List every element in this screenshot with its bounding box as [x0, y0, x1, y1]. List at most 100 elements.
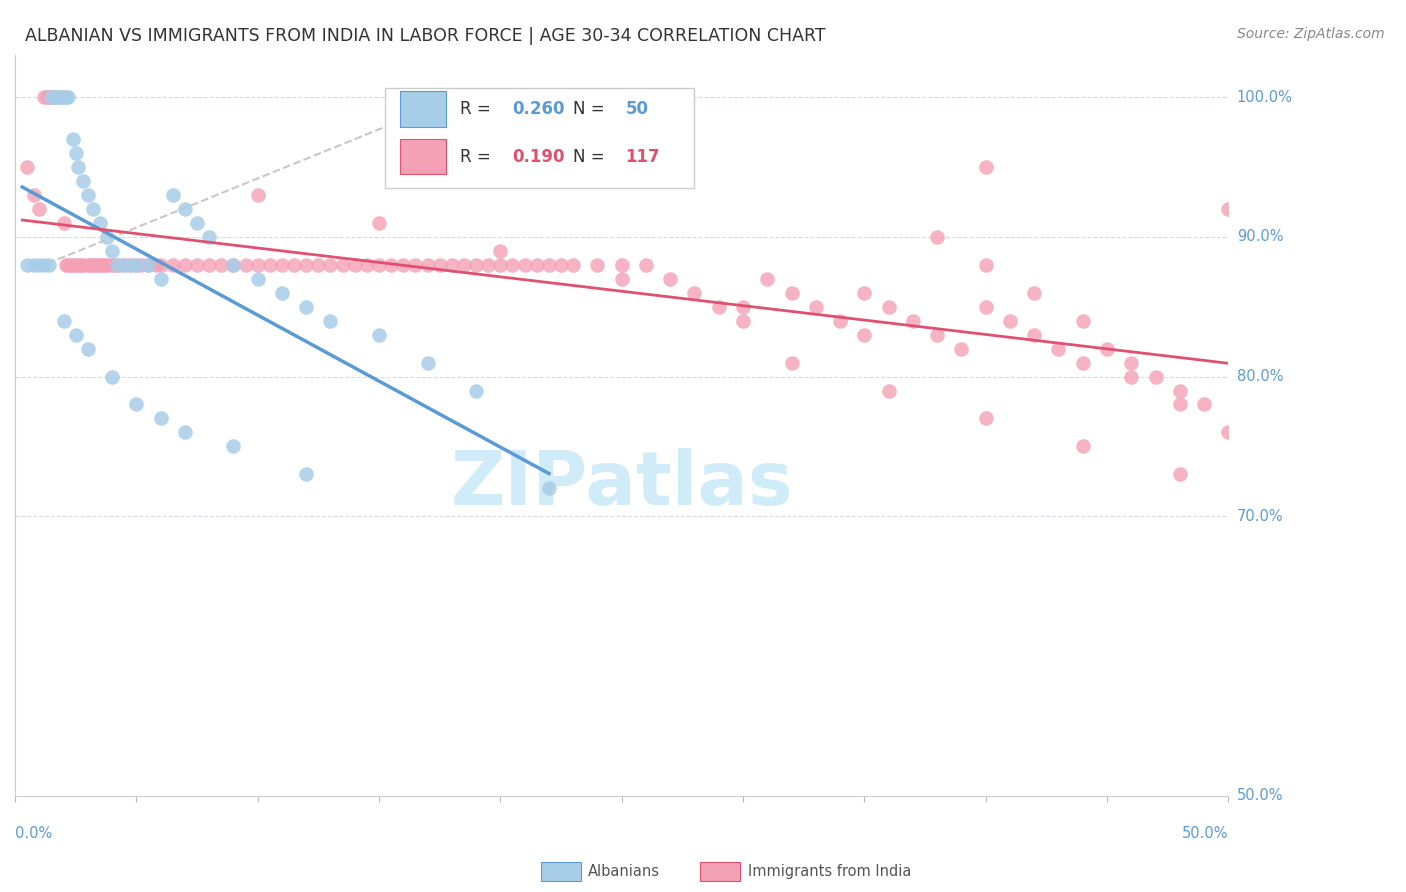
- Text: 90.0%: 90.0%: [1237, 229, 1284, 244]
- Point: [1071, 439, 1094, 453]
- Text: 0.190: 0.190: [512, 147, 565, 166]
- Point: [392, 258, 415, 272]
- Point: [84, 258, 107, 272]
- Point: [41, 90, 63, 104]
- Point: [49, 90, 72, 104]
- Point: [477, 258, 499, 272]
- Point: [489, 244, 512, 258]
- Point: [332, 258, 354, 272]
- Point: [853, 285, 876, 300]
- Point: [465, 258, 488, 272]
- Point: [118, 258, 141, 272]
- Point: [79, 258, 101, 272]
- Point: [1192, 397, 1215, 411]
- Point: [58, 258, 80, 272]
- Point: [368, 327, 391, 342]
- Text: N =: N =: [574, 147, 610, 166]
- Point: [246, 271, 269, 285]
- Point: [72, 174, 94, 188]
- Point: [1024, 285, 1046, 300]
- Point: [974, 160, 997, 174]
- Point: [145, 258, 167, 272]
- Point: [149, 411, 172, 425]
- Point: [173, 202, 195, 216]
- Point: [707, 300, 730, 314]
- Text: 117: 117: [626, 147, 659, 166]
- Point: [129, 258, 152, 272]
- Point: [610, 271, 633, 285]
- Point: [198, 258, 221, 272]
- Point: [780, 355, 803, 369]
- Point: [950, 342, 973, 356]
- Point: [48, 90, 70, 104]
- Point: [731, 313, 754, 327]
- Text: 0.0%: 0.0%: [15, 826, 52, 841]
- FancyBboxPatch shape: [399, 139, 446, 174]
- Point: [974, 300, 997, 314]
- Point: [101, 258, 124, 272]
- Point: [89, 216, 111, 230]
- Point: [173, 425, 195, 440]
- Point: [877, 384, 900, 398]
- Point: [138, 258, 160, 272]
- Point: [295, 300, 318, 314]
- Point: [22, 187, 45, 202]
- Point: [877, 300, 900, 314]
- Point: [1168, 467, 1191, 482]
- Text: 70.0%: 70.0%: [1237, 508, 1284, 524]
- Point: [416, 258, 439, 272]
- Point: [319, 258, 342, 272]
- Text: ALBANIAN VS IMMIGRANTS FROM INDIA IN LABOR FORCE | AGE 30-34 CORRELATION CHART: ALBANIAN VS IMMIGRANTS FROM INDIA IN LAB…: [25, 27, 825, 45]
- Text: N =: N =: [574, 100, 610, 119]
- Point: [96, 258, 118, 272]
- Point: [550, 258, 572, 272]
- Point: [1024, 327, 1046, 342]
- Point: [41, 90, 63, 104]
- Point: [186, 258, 208, 272]
- Point: [108, 258, 131, 272]
- Point: [501, 258, 523, 272]
- Point: [38, 90, 60, 104]
- Point: [62, 132, 84, 146]
- Point: [465, 384, 488, 398]
- Text: Albanians: Albanians: [588, 864, 659, 879]
- Point: [52, 216, 75, 230]
- Point: [259, 258, 281, 272]
- Point: [271, 285, 294, 300]
- Point: [756, 271, 779, 285]
- Text: 50: 50: [626, 100, 648, 119]
- Point: [1218, 202, 1240, 216]
- Point: [271, 258, 294, 272]
- Point: [125, 397, 148, 411]
- Point: [1144, 369, 1167, 384]
- Point: [683, 285, 706, 300]
- Text: 100.0%: 100.0%: [1237, 89, 1292, 104]
- Point: [89, 258, 111, 272]
- Point: [1121, 355, 1143, 369]
- Point: [209, 258, 232, 272]
- Point: [610, 258, 633, 272]
- Point: [101, 244, 124, 258]
- Point: [15, 258, 38, 272]
- Point: [65, 145, 87, 160]
- Point: [94, 258, 117, 272]
- Point: [162, 258, 184, 272]
- Text: Source: ZipAtlas.com: Source: ZipAtlas.com: [1237, 27, 1385, 41]
- Point: [343, 258, 366, 272]
- Point: [52, 90, 75, 104]
- Point: [295, 467, 318, 482]
- Point: [105, 258, 128, 272]
- Point: [76, 258, 98, 272]
- Point: [45, 90, 67, 104]
- Point: [103, 258, 125, 272]
- Point: [927, 327, 949, 342]
- Point: [198, 229, 221, 244]
- Point: [125, 258, 148, 272]
- Point: [38, 258, 60, 272]
- Point: [246, 187, 269, 202]
- Point: [173, 258, 195, 272]
- Point: [55, 258, 77, 272]
- Point: [65, 327, 87, 342]
- Point: [1047, 342, 1070, 356]
- Point: [1071, 355, 1094, 369]
